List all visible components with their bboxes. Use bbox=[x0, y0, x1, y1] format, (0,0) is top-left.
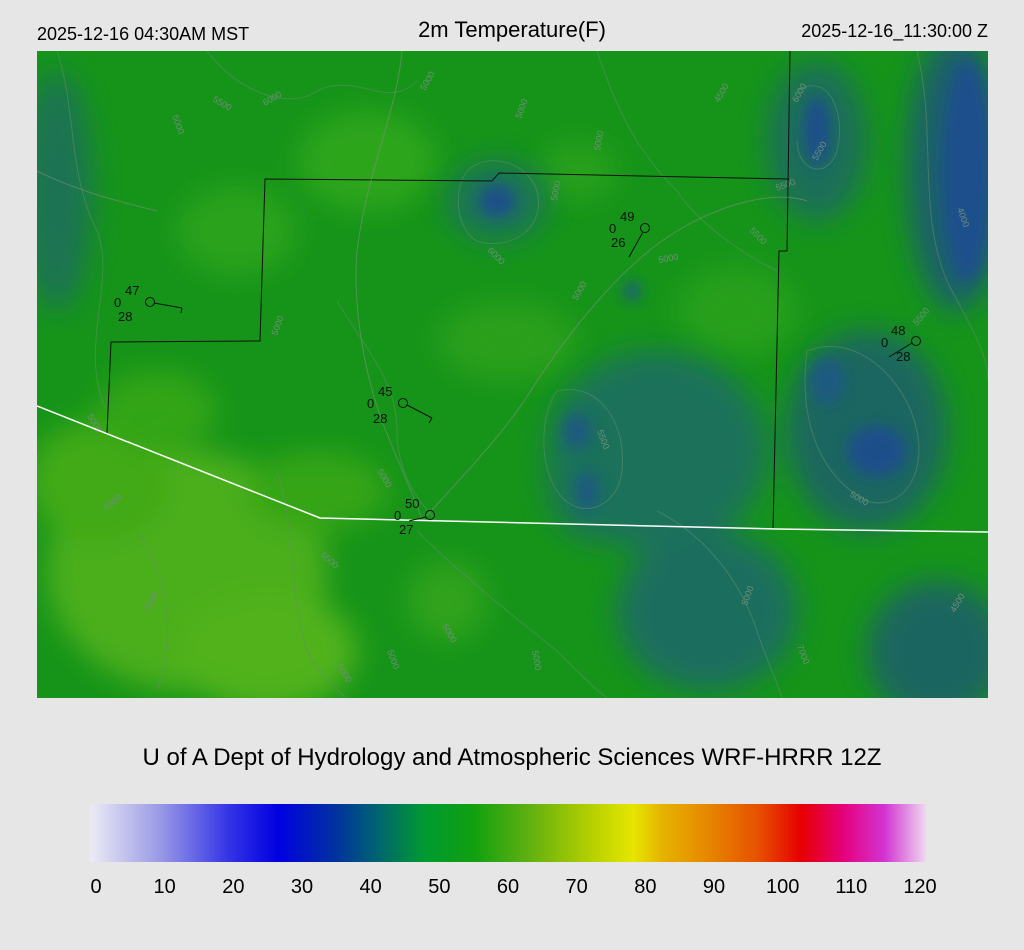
colorbar-tick-label: 20 bbox=[222, 876, 245, 898]
station-dewpoint: 28 bbox=[896, 349, 910, 364]
roads bbox=[37, 51, 808, 522]
station-marker bbox=[640, 223, 650, 233]
station-dewpoint: 26 bbox=[611, 235, 625, 250]
wind-barb bbox=[153, 302, 183, 309]
colorbar-tick-label: 0 bbox=[90, 876, 102, 898]
header: 2025-12-16 04:30AM MST 2m Temperature(F)… bbox=[0, 0, 1024, 50]
colorbar-tick-label: 40 bbox=[359, 876, 382, 898]
station-plot: 49 0 26 bbox=[609, 209, 650, 258]
station-extra: 0 bbox=[609, 221, 616, 236]
station-extra: 0 bbox=[881, 335, 888, 350]
contour-label: 5000 bbox=[592, 130, 605, 151]
colorbar-tick-label: 10 bbox=[153, 876, 176, 898]
station-temp: 49 bbox=[620, 209, 634, 224]
station-marker bbox=[398, 398, 408, 408]
colorbar-tick-label: 50 bbox=[428, 876, 451, 898]
colorbar-tick-label: 70 bbox=[565, 876, 588, 898]
station-temp: 47 bbox=[125, 283, 139, 298]
station-marker bbox=[911, 336, 921, 346]
wind-barb bbox=[408, 516, 427, 522]
colorbar-tick-label: 110 bbox=[835, 876, 868, 898]
station-marker bbox=[425, 510, 435, 520]
station-plot: 45 0 28 bbox=[367, 384, 433, 426]
station-extra: 0 bbox=[394, 508, 401, 523]
contour-labels: 5000 5000 6000 5000 5000 5000 4500 6000 … bbox=[85, 70, 971, 685]
map-title: 2m Temperature(F) bbox=[418, 17, 606, 42]
utc-time-label: 2025-12-16_11:30:00 Z bbox=[801, 21, 988, 41]
station-dewpoint: 28 bbox=[373, 411, 387, 426]
colorbar-tick-label: 90 bbox=[702, 876, 726, 898]
wind-barb-flag bbox=[428, 417, 433, 424]
map-svg: 5000 5000 6000 5000 5000 5000 4500 6000 … bbox=[37, 51, 988, 698]
wind-barb bbox=[406, 404, 433, 419]
station-extra: 0 bbox=[114, 295, 121, 310]
station-dewpoint: 27 bbox=[399, 522, 413, 537]
colorbar-gradient bbox=[90, 804, 926, 862]
station-temp: 48 bbox=[891, 323, 905, 338]
local-time-label: 2025-12-16 04:30AM MST bbox=[37, 24, 250, 44]
station-temp: 45 bbox=[378, 384, 392, 399]
colorbar-tick-label: 120 bbox=[903, 876, 937, 898]
colorbar-tick-label: 100 bbox=[765, 876, 800, 898]
station-extra: 0 bbox=[367, 396, 374, 411]
station-marker bbox=[145, 297, 155, 307]
coldest-areas bbox=[479, 61, 988, 511]
station-plot: 50 0 27 bbox=[394, 496, 435, 537]
colorbar-tick-label: 80 bbox=[634, 876, 657, 898]
station-dewpoint: 28 bbox=[118, 309, 132, 324]
wind-barb bbox=[628, 231, 644, 258]
colorbar-tick-label: 60 bbox=[496, 876, 520, 898]
colorbar-tick-labels: 0 10 20 30 40 50 60 70 80 90 100 110 120 bbox=[0, 876, 1024, 904]
colorbar-tick-label: 30 bbox=[290, 876, 314, 898]
credit-line: U of A Dept of Hydrology and Atmospheric… bbox=[142, 744, 882, 771]
colorbar-svg bbox=[90, 804, 926, 862]
contour-label: 5000 bbox=[549, 180, 562, 201]
warm-areas bbox=[37, 111, 797, 698]
contour-label: 5000 bbox=[530, 650, 543, 671]
station-temp: 50 bbox=[405, 496, 419, 511]
wind-barb bbox=[888, 342, 913, 358]
wind-barb-flag bbox=[180, 307, 183, 314]
colorbar bbox=[90, 804, 926, 862]
county-boundaries bbox=[106, 51, 791, 530]
station-plots: 47 0 28 49 0 26 45 0 28 bbox=[114, 209, 921, 537]
state-border bbox=[37, 405, 988, 533]
temperature-map: 5000 5000 6000 5000 5000 5000 4500 6000 … bbox=[37, 51, 988, 698]
station-plot: 47 0 28 bbox=[114, 283, 183, 324]
contour-label: 5000 bbox=[658, 252, 679, 265]
terrain-contours bbox=[56, 51, 988, 698]
station-plot: 48 0 28 bbox=[881, 323, 921, 364]
